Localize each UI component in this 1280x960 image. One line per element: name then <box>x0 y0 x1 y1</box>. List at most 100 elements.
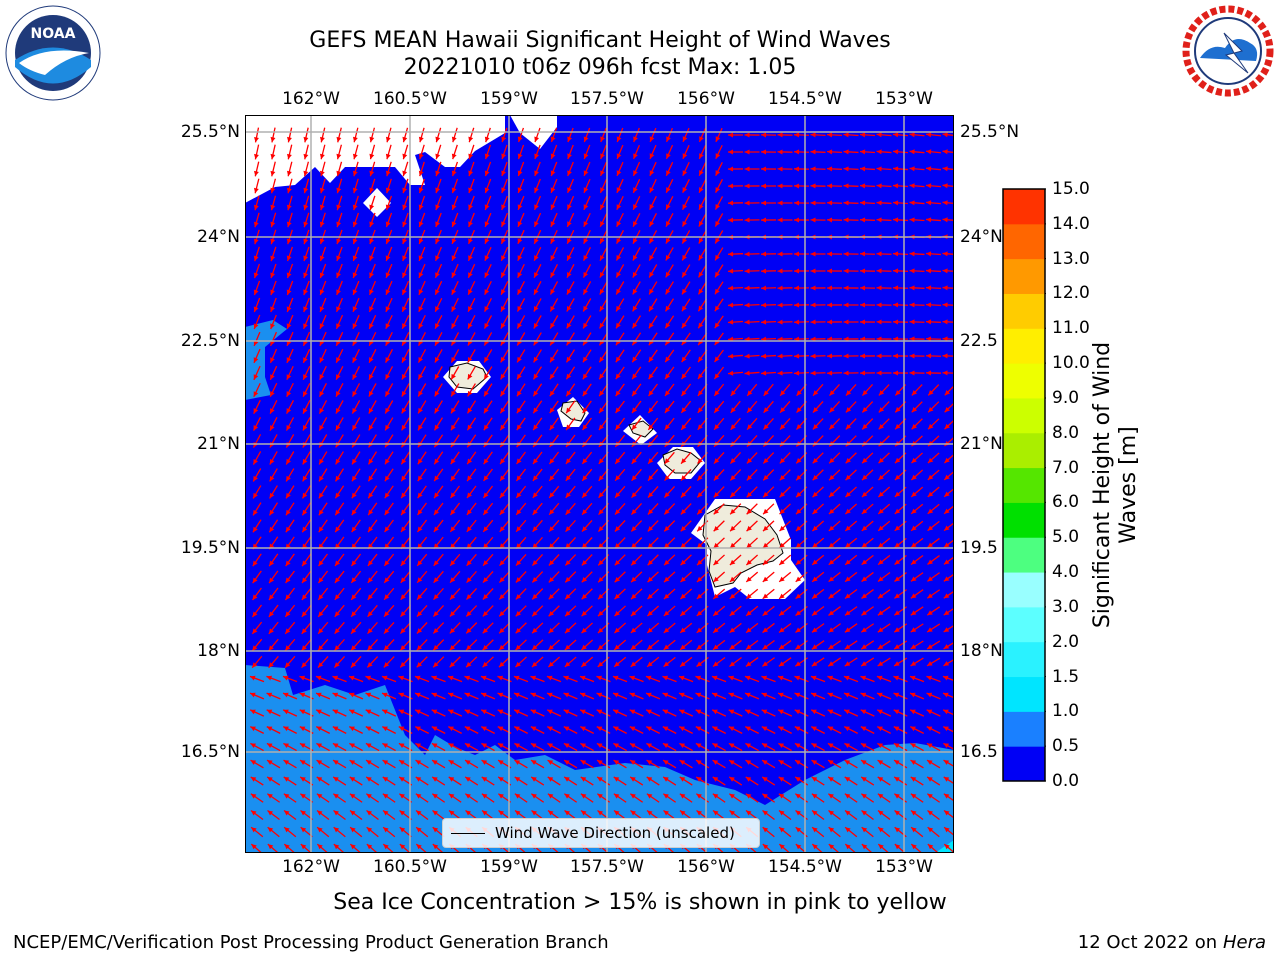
wind-arrow <box>810 285 826 291</box>
wind-arrow <box>760 353 777 359</box>
wind-arrow <box>269 451 278 465</box>
wind-arrow <box>681 366 691 380</box>
wind-arrow <box>483 298 493 312</box>
wind-arrow <box>533 349 542 363</box>
wind-arrow <box>369 195 376 211</box>
wind-arrow <box>614 468 626 482</box>
wind-arrow <box>367 553 378 567</box>
wind-arrow <box>925 285 942 291</box>
wind-arrow <box>402 161 409 177</box>
wind-arrow <box>599 315 608 329</box>
wind-arrow <box>318 468 328 482</box>
wind-arrow <box>565 485 576 499</box>
wind-arrow <box>516 281 526 295</box>
wind-arrow <box>499 485 510 499</box>
wind-arrow <box>301 553 312 567</box>
wind-arrow <box>484 246 492 262</box>
wind-arrow <box>517 144 525 160</box>
wind-arrow <box>484 263 492 279</box>
wind-arrow <box>876 132 892 138</box>
wind-arrow <box>892 336 909 342</box>
wind-arrow <box>665 264 674 278</box>
wind-arrow <box>268 587 279 601</box>
wind-arrow <box>927 384 940 396</box>
colorbar-tick-label: 2.0 <box>1052 631 1080 652</box>
wind-arrow <box>632 298 641 312</box>
wind-arrow <box>876 353 892 359</box>
wind-arrow <box>682 127 690 143</box>
wind-arrow <box>549 366 559 380</box>
wind-arrow <box>401 263 410 279</box>
wind-arrow <box>826 268 843 274</box>
wind-arrow <box>925 353 942 359</box>
wind-arrow <box>911 401 923 413</box>
wind-arrow <box>843 370 859 376</box>
wind-arrow <box>433 468 444 482</box>
wind-arrow <box>697 281 708 295</box>
wind-arrow <box>466 400 477 414</box>
wind-arrow <box>647 468 659 482</box>
wind-arrow <box>746 537 758 549</box>
wind-arrow <box>727 132 744 138</box>
wind-arrow <box>301 570 312 584</box>
wind-arrow <box>845 486 857 498</box>
wind-arrow <box>713 486 725 498</box>
wind-arrow <box>449 570 461 584</box>
wind-arrow <box>892 166 909 172</box>
wind-arrow <box>533 264 542 278</box>
legend-line-swatch <box>451 832 485 834</box>
wind-arrow <box>532 485 543 499</box>
wind-arrow <box>516 366 526 380</box>
wind-arrow <box>384 451 394 465</box>
wind-arrow <box>663 520 676 532</box>
wind-arrow <box>384 485 394 499</box>
wind-arrow <box>468 212 475 228</box>
wind-arrow <box>336 280 343 296</box>
wind-arrow <box>367 570 378 584</box>
wind-arrow <box>319 348 327 364</box>
wind-arrow <box>744 149 760 155</box>
wind-arrow <box>729 554 742 566</box>
wind-arrow <box>828 401 841 413</box>
wind-arrow <box>942 268 954 274</box>
wind-arrow <box>745 571 759 583</box>
wind-arrow <box>252 570 262 584</box>
wind-arrow <box>647 400 659 414</box>
chart-title-line1: GEFS MEAN Hawaii Significant Height of W… <box>309 28 891 53</box>
wind-arrow <box>777 200 793 206</box>
wind-arrow <box>632 264 641 278</box>
wind-arrow <box>334 502 345 516</box>
wind-arrow <box>286 144 293 160</box>
wind-arrow <box>876 370 892 376</box>
wind-arrow <box>826 132 843 138</box>
wind-arrow <box>466 485 477 499</box>
wind-arrow <box>319 383 327 397</box>
wind-arrow <box>467 349 476 363</box>
wind-arrow <box>270 280 277 296</box>
wind-arrow <box>385 127 392 143</box>
wind-arrow <box>550 127 558 143</box>
run-date: 12 Oct 2022 on Hera <box>1078 932 1266 953</box>
wind-arrow <box>714 264 724 278</box>
wind-arrow <box>878 418 890 430</box>
wind-arrow <box>665 178 674 194</box>
wind-arrow <box>762 520 775 532</box>
wind-arrow <box>367 502 378 516</box>
wind-arrow <box>927 537 940 549</box>
wind-arrow <box>368 297 377 313</box>
lat-tick-label: 18°N <box>197 641 240 661</box>
wind-arrow <box>812 400 824 414</box>
colorbar-bin <box>1003 711 1045 747</box>
wind-arrow <box>368 349 377 363</box>
wind-arrow <box>600 144 607 160</box>
wind-arrow <box>368 314 377 330</box>
wind-arrow <box>744 183 760 189</box>
wind-arrow <box>351 417 361 431</box>
wind-arrow <box>467 263 476 279</box>
wind-arrow <box>727 166 744 172</box>
wind-arrow <box>418 280 426 296</box>
wind-arrow <box>532 400 543 414</box>
lat-tick-label: 19.5°N <box>180 538 240 558</box>
wind-arrow <box>384 366 394 380</box>
wind-arrow <box>451 127 458 143</box>
